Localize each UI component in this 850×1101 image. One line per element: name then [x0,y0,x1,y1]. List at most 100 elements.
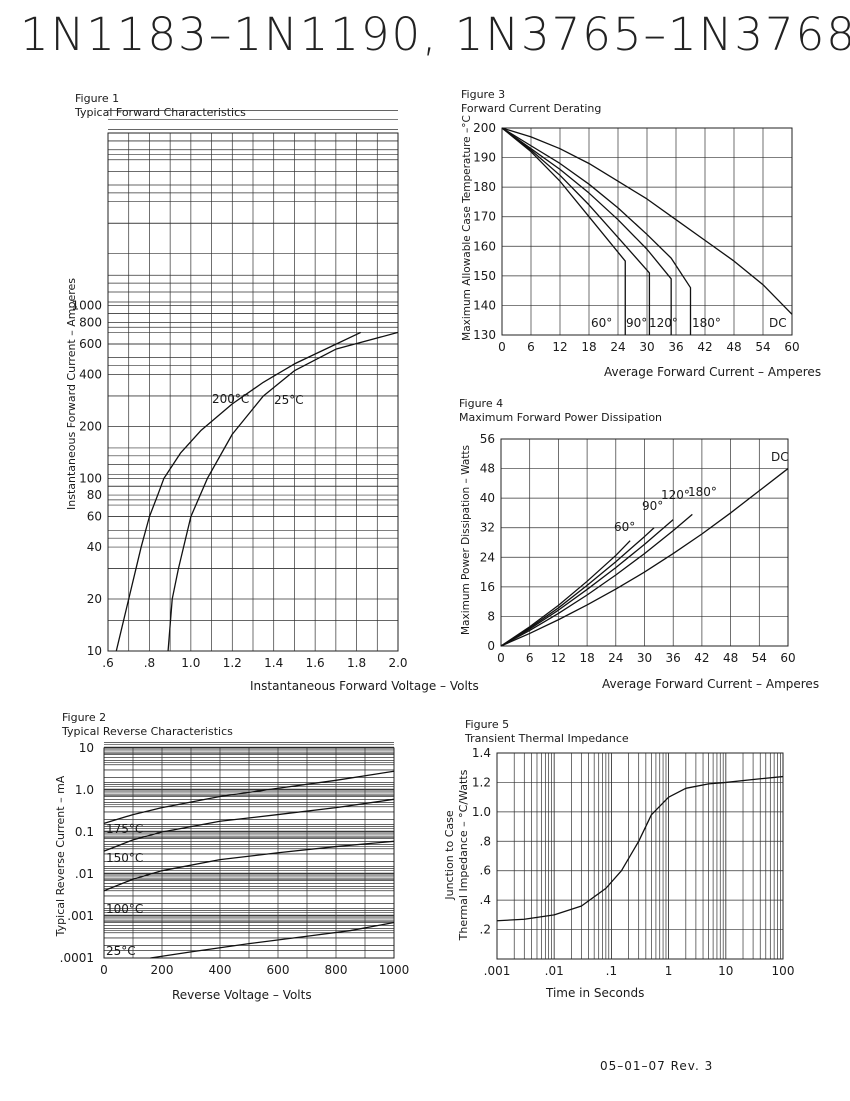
y-tick-label: 60 [87,510,102,524]
y-tick-label: 1.0 [75,783,94,797]
x-tick-label: 600 [267,963,290,977]
figure-3-title: Forward Current Derating [461,102,602,115]
y-tick-label: 48 [480,462,495,476]
y-axis-label: Thermal Impedance – °C/Watts [457,769,470,941]
series-line-90 [501,127,651,335]
y-tick-label: 1.0 [472,805,491,819]
y-tick-label: 0 [487,639,495,653]
x-tick-label: 18 [579,651,594,665]
x-tick-label: 60 [780,651,795,665]
x-tick-label: 0 [497,651,505,665]
y-tick-label: 8 [487,609,495,623]
x-tick-label: 400 [209,963,232,977]
series-line-150-c [103,798,395,852]
series-label-175-c: 175°C [106,822,143,836]
x-tick-label: 12 [552,340,567,354]
figure-4-number: Figure 4 [459,397,504,410]
x-tick-label: .001 [484,964,511,978]
y-tick-label: 0.1 [75,825,94,839]
y-tick-label: .6 [480,864,491,878]
x-tick-label: 800 [325,963,348,977]
series-line-25-c [150,921,395,959]
x-tick-label: .01 [545,964,564,978]
series-line-180 [500,513,693,647]
y-tick-label: 40 [480,491,495,505]
x-tick-label: 30 [639,340,654,354]
series-label-180: 180° [692,316,721,330]
x-tick-label: 48 [726,340,741,354]
y-axis-label: Typical Reverse Current – mA [54,775,67,937]
x-tick-label: 200 [151,963,174,977]
x-tick-label: 1 [665,964,673,978]
plot-frame [496,752,784,960]
y-tick-label: 800 [79,315,102,329]
series-line-100-c [103,840,395,892]
y-tick-label: 400 [79,367,102,381]
x-tick-label: .8 [144,656,155,670]
y-tick-label: 1000 [71,299,102,313]
series-label-60: 60° [614,520,635,534]
x-tick-label: 0 [498,340,506,354]
y-tick-label: 10 [87,644,102,658]
series-label-90: 90° [626,316,647,330]
figure-2-title: Typical Reverse Characteristics [62,725,233,738]
y-tick-label: 200 [79,419,102,433]
y-axis-label: Maximum Power Dissipation – Watts [460,445,472,635]
x-tick-label: 1.6 [306,656,325,670]
y-tick-label: 190 [473,151,496,165]
x-tick-label: 30 [637,651,652,665]
y-tick-label: 80 [87,488,102,502]
x-tick-label: 24 [610,340,625,354]
x-tick-label: .6 [102,656,113,670]
y-tick-label: 20 [87,592,102,606]
x-tick-label: 48 [723,651,738,665]
x-tick-label: 54 [752,651,767,665]
series-label-25-c: 25°C [106,944,136,958]
x-tick-label: 36 [666,651,681,665]
x-tick-label: 60 [784,340,799,354]
series-label-100-c: 100°C [106,902,143,916]
x-axis-label: Time in Seconds [545,986,644,1000]
y-tick-label: 24 [480,550,495,564]
y-tick-label: 10 [79,741,94,755]
figure-2-number: Figure 2 [62,711,107,724]
y-tick-label: 200 [473,121,496,135]
x-tick-label: 54 [755,340,770,354]
series-label-200-c: 200°C [212,392,249,406]
y-tick-label: 40 [87,540,102,554]
y-tick-label: 180 [473,180,496,194]
x-tick-label: 1000 [379,963,410,977]
series-line-dc [500,468,789,647]
y-tick-label: 130 [473,328,496,342]
figure-3-number: Figure 3 [461,88,506,101]
figure-5-caption: Figure 5 Transient Thermal Impedance [465,718,629,746]
revision-footer: 05–01–07 Rev. 3 [600,1059,714,1073]
series-line-200-c [115,331,361,652]
grid [107,110,399,652]
x-tick-label: 6 [527,340,535,354]
x-tick-label: 24 [608,651,623,665]
y-tick-label: 56 [480,432,495,446]
x-tick-label: 1.0 [181,656,200,670]
y-tick-label: 1.2 [472,775,491,789]
figure-1-caption: Figure 1 Typical Forward Characteristics [75,92,246,120]
y-tick-label: .0001 [60,951,94,965]
series-label-25-c: 25°C [274,393,304,407]
x-tick-label: 6 [526,651,534,665]
plot-frame [107,132,399,652]
y-tick-label: .001 [67,909,94,923]
x-tick-label: 18 [581,340,596,354]
x-axis-label: Average Forward Current – Amperes [602,677,819,691]
x-tick-label: 2.0 [388,656,407,670]
series-label-180: 180° [688,485,717,499]
plot-frame [501,127,793,336]
y-tick-label: .01 [75,867,94,881]
series-label-dc: DC [771,450,789,464]
y-tick-label: .4 [480,893,491,907]
y-tick-label: 170 [473,210,496,224]
figure-1-title: Typical Forward Characteristics [75,106,246,119]
page-title: 1N1183–1N1190, 1N3765–1N3768 [20,8,850,61]
